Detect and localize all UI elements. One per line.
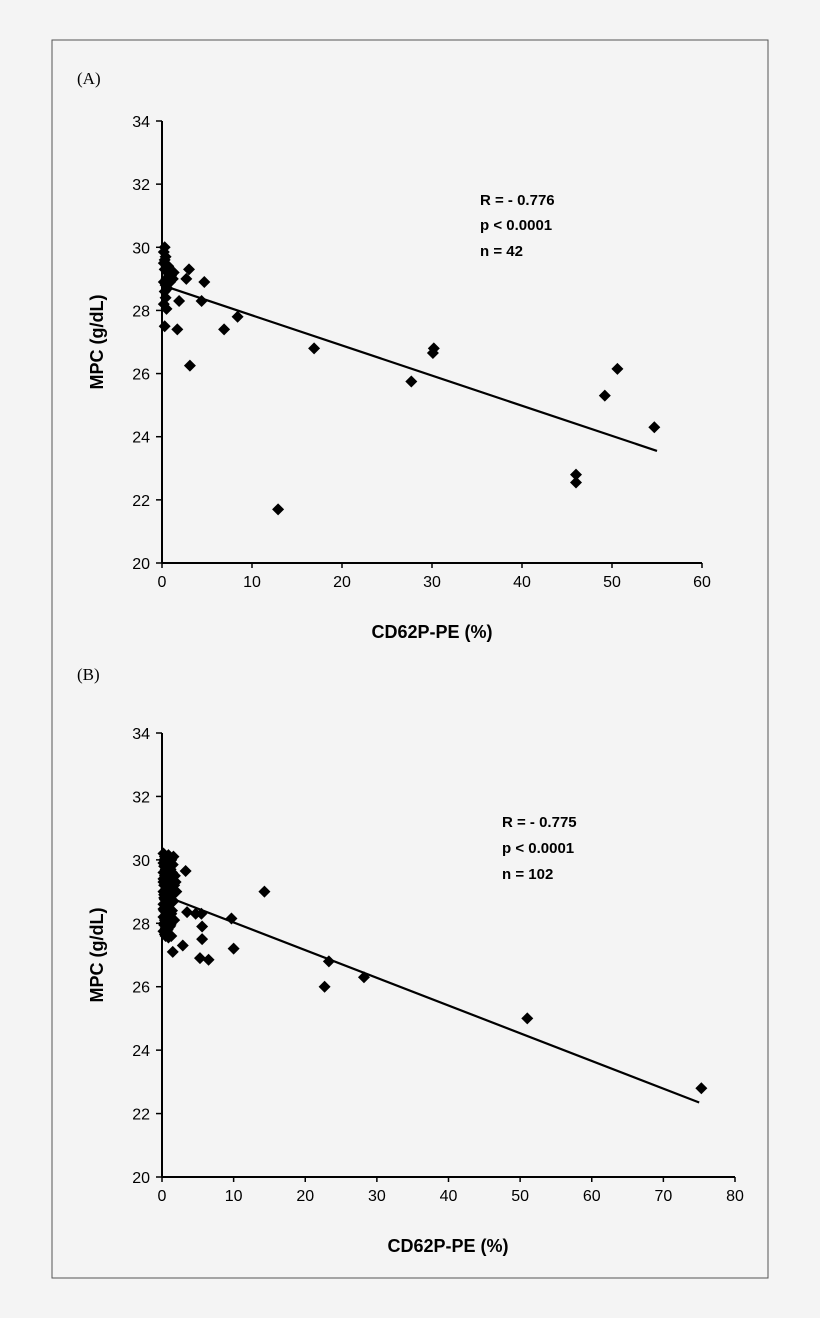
y-axis-title: MPC (g/dL) <box>87 295 107 390</box>
y-tick-label: 22 <box>132 1107 150 1124</box>
chart-panel-a: (A) CD62P-PE (%) MPC (g/dL) R = - 0.776 … <box>77 69 711 642</box>
regression-line <box>161 284 658 452</box>
data-point <box>160 302 173 315</box>
data-point <box>198 276 211 289</box>
stat-r: R = - 0.776 <box>480 192 555 209</box>
data-point <box>183 263 195 276</box>
data-point <box>164 276 177 289</box>
data-point <box>570 468 582 481</box>
data-point <box>195 294 208 307</box>
data-point <box>179 864 192 877</box>
x-tick-label: 70 <box>654 1188 672 1205</box>
x-tick-label: 80 <box>726 1188 744 1205</box>
x-axis-title: CD62P-PE (%) <box>371 622 492 642</box>
data-point <box>521 1012 534 1025</box>
data-point <box>157 876 170 889</box>
x-tick-label: 60 <box>583 1188 601 1205</box>
y-tick-label: 24 <box>132 430 150 447</box>
x-tick-label: 10 <box>243 574 261 591</box>
data-point <box>173 294 186 307</box>
data-point <box>189 907 202 920</box>
data-point <box>181 906 194 919</box>
data-point <box>171 323 184 336</box>
x-tick-label: 40 <box>513 574 531 591</box>
data-point <box>166 945 179 958</box>
x-tick-label: 40 <box>440 1188 458 1205</box>
data-point <box>231 310 244 323</box>
y-tick-label: 22 <box>132 493 150 510</box>
data-point <box>427 342 440 355</box>
data-point <box>227 942 240 955</box>
data-point <box>159 855 172 868</box>
x-axis-title: CD62P-PE (%) <box>387 1236 508 1256</box>
data-point <box>308 342 321 355</box>
x-tick-label: 30 <box>423 574 441 591</box>
figure-border <box>51 39 769 1279</box>
panel-label: (A) <box>77 69 101 88</box>
data-point <box>357 971 370 984</box>
data-point <box>318 980 331 993</box>
stat-p: p < 0.0001 <box>502 840 574 857</box>
stat-n: n = 102 <box>502 866 553 883</box>
y-tick-label: 26 <box>132 980 150 997</box>
y-tick-label: 30 <box>132 853 150 870</box>
stat-n: n = 42 <box>480 243 523 260</box>
x-tick-label: 60 <box>693 574 711 591</box>
y-tick-label: 28 <box>132 916 150 933</box>
y-tick-label: 34 <box>132 114 150 131</box>
y-tick-label: 30 <box>132 240 150 257</box>
data-point <box>158 320 171 333</box>
stat-r: R = - 0.775 <box>502 814 577 831</box>
stat-p: p < 0.0001 <box>480 217 552 234</box>
data-point <box>158 888 171 901</box>
x-tick-label: 50 <box>603 574 621 591</box>
data-point <box>161 866 174 879</box>
data-point <box>202 953 215 966</box>
data-point <box>218 323 231 336</box>
y-tick-label: 26 <box>132 367 150 384</box>
data-point <box>611 362 624 375</box>
data-point <box>570 476 582 489</box>
data-point <box>157 903 170 916</box>
data-point <box>164 918 177 931</box>
x-tick-label: 10 <box>225 1188 243 1205</box>
y-tick-label: 34 <box>132 726 150 743</box>
y-tick-label: 32 <box>132 789 150 806</box>
y-tick-label: 32 <box>132 177 150 194</box>
chart-panel-b: (B) CD62P-PE (%) MPC (g/dL) R = - 0.775 … <box>77 665 744 1256</box>
data-point <box>167 266 180 279</box>
data-point <box>322 955 335 968</box>
y-axis-title: MPC (g/dL) <box>87 908 107 1003</box>
x-tick-label: 20 <box>296 1188 314 1205</box>
x-tick-label: 20 <box>333 574 351 591</box>
data-point <box>405 375 418 388</box>
x-tick-label: 0 <box>158 1188 167 1205</box>
y-tick-label: 28 <box>132 303 150 320</box>
data-point <box>258 885 271 898</box>
x-tick-label: 50 <box>511 1188 529 1205</box>
x-tick-label: 0 <box>158 574 167 591</box>
data-point <box>648 421 661 434</box>
regression-line <box>161 893 700 1104</box>
data-point <box>695 1082 708 1095</box>
data-point <box>225 912 238 925</box>
x-tick-label: 30 <box>368 1188 386 1205</box>
data-point <box>272 503 285 516</box>
y-tick-label: 20 <box>132 556 150 573</box>
y-tick-label: 20 <box>132 1170 150 1187</box>
data-point <box>598 389 611 402</box>
data-point <box>176 939 189 952</box>
data-point <box>196 933 209 946</box>
data-point <box>169 876 182 889</box>
panel-label: (B) <box>77 665 100 684</box>
data-point <box>183 359 196 372</box>
y-tick-label: 24 <box>132 1043 150 1060</box>
data-point <box>196 920 209 933</box>
data-point <box>180 272 193 285</box>
data-point <box>193 952 206 965</box>
